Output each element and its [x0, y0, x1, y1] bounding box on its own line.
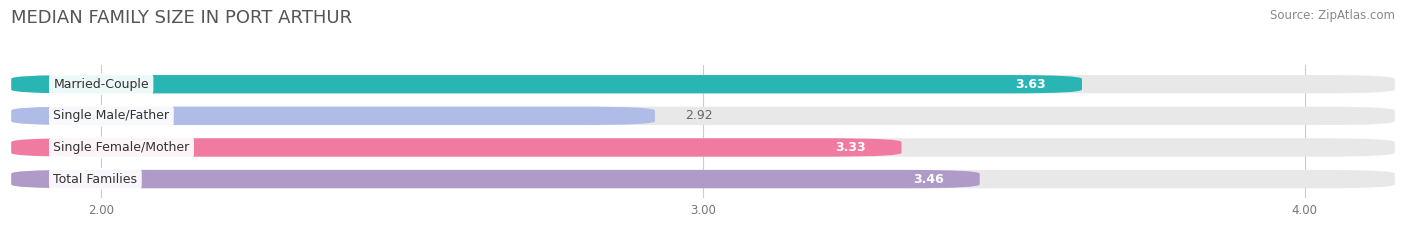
FancyBboxPatch shape [11, 75, 1083, 93]
Text: MEDIAN FAMILY SIZE IN PORT ARTHUR: MEDIAN FAMILY SIZE IN PORT ARTHUR [11, 9, 353, 27]
Text: 2.92: 2.92 [685, 109, 713, 122]
Text: Total Families: Total Families [53, 173, 138, 185]
Text: 3.46: 3.46 [912, 173, 943, 185]
FancyBboxPatch shape [11, 170, 980, 188]
Text: 3.33: 3.33 [835, 141, 866, 154]
Text: Source: ZipAtlas.com: Source: ZipAtlas.com [1270, 9, 1395, 22]
FancyBboxPatch shape [11, 107, 1395, 125]
FancyBboxPatch shape [11, 170, 1395, 188]
FancyBboxPatch shape [11, 75, 1395, 93]
FancyBboxPatch shape [11, 107, 655, 125]
FancyBboxPatch shape [11, 138, 1395, 157]
Text: Married-Couple: Married-Couple [53, 78, 149, 91]
Text: Single Male/Father: Single Male/Father [53, 109, 169, 122]
Text: Single Female/Mother: Single Female/Mother [53, 141, 190, 154]
Text: 3.63: 3.63 [1015, 78, 1046, 91]
FancyBboxPatch shape [11, 138, 901, 157]
